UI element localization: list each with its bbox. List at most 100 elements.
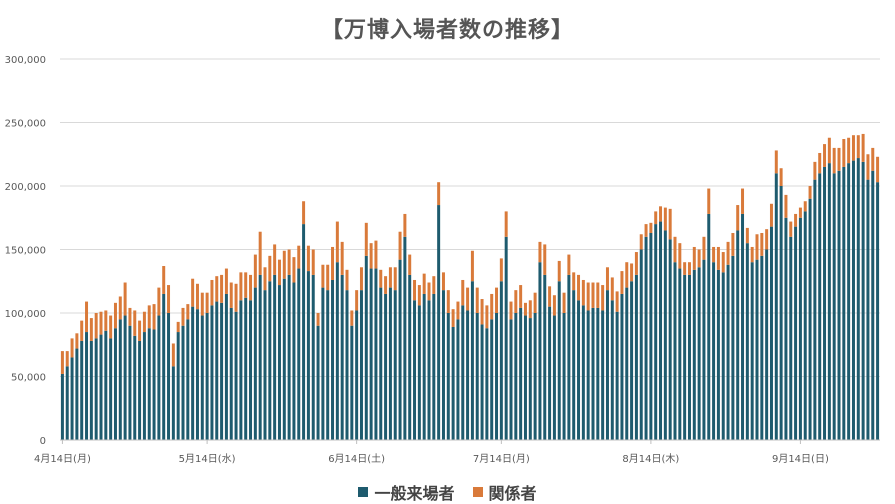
- bar-general: [152, 329, 156, 440]
- bar-general: [552, 315, 556, 440]
- bar-general: [359, 290, 363, 440]
- bar-staff: [388, 267, 392, 288]
- bar-staff: [167, 285, 171, 313]
- bar-general: [239, 300, 243, 440]
- bar-general: [393, 290, 397, 440]
- bar-staff: [340, 241, 344, 275]
- bar-staff: [707, 188, 711, 214]
- bar-staff: [273, 244, 277, 275]
- bar-general: [94, 338, 98, 440]
- bar-staff: [668, 208, 672, 240]
- bar-staff: [263, 267, 267, 291]
- bar-general: [639, 249, 643, 440]
- bar-staff: [253, 254, 257, 288]
- bar-staff: [509, 301, 513, 320]
- bar-general: [726, 264, 730, 440]
- bar-general: [837, 170, 841, 440]
- bar-staff: [490, 293, 494, 320]
- bar-general: [634, 274, 638, 440]
- bar-general: [721, 272, 725, 440]
- bar-staff: [721, 252, 725, 273]
- bar-staff: [75, 333, 79, 349]
- bar-staff: [258, 231, 262, 275]
- bar-staff: [702, 236, 706, 260]
- bar-general: [427, 300, 431, 440]
- bar-general: [441, 290, 445, 440]
- bar-general: [808, 198, 812, 440]
- legend: 一般来場者 関係者: [0, 480, 895, 504]
- bar-staff: [191, 278, 195, 307]
- bar-general: [65, 366, 69, 440]
- y-tick-label: 200,000: [5, 182, 46, 193]
- bar-staff: [302, 201, 306, 225]
- bar-staff: [818, 152, 822, 174]
- bar-staff: [794, 213, 798, 227]
- bar-staff: [99, 311, 103, 335]
- bar-general: [707, 213, 711, 440]
- bar-staff: [683, 262, 687, 275]
- bar-staff: [475, 287, 479, 313]
- bars: [60, 133, 880, 441]
- bar-general: [195, 309, 199, 440]
- bar-general: [321, 287, 325, 440]
- bar-general: [475, 313, 479, 440]
- bar-general: [398, 259, 402, 440]
- bar-general: [113, 328, 117, 440]
- bar-staff: [538, 241, 542, 263]
- bar-staff: [123, 282, 127, 316]
- bar-staff: [70, 338, 74, 358]
- bar-staff: [731, 232, 735, 256]
- bar-staff: [80, 320, 84, 341]
- bar-general: [504, 236, 508, 440]
- bar-staff: [755, 234, 759, 260]
- bar-staff: [162, 266, 166, 294]
- bar-general: [60, 373, 64, 440]
- bar-general: [470, 281, 474, 440]
- bar-staff: [808, 186, 812, 199]
- bar-staff: [157, 287, 161, 316]
- bar-staff: [644, 224, 648, 237]
- bar-general: [446, 313, 450, 440]
- bar-staff: [827, 137, 831, 164]
- bar-general: [765, 249, 769, 440]
- legend-swatch-staff: [472, 487, 483, 497]
- bar-staff: [210, 279, 214, 306]
- bar-general: [586, 310, 590, 440]
- bar-general: [292, 282, 296, 440]
- bar-staff: [523, 302, 527, 316]
- bar-staff: [244, 272, 248, 298]
- bar-general: [456, 319, 460, 440]
- bar-general: [210, 305, 214, 440]
- bar-general: [162, 293, 166, 440]
- bar-general: [827, 163, 831, 440]
- bar-staff: [741, 188, 745, 214]
- bar-staff: [437, 182, 441, 206]
- bar-staff: [654, 211, 658, 225]
- bar-staff: [639, 234, 643, 250]
- bar-staff: [470, 250, 474, 282]
- bar-general: [89, 340, 93, 440]
- bar-staff: [345, 269, 349, 291]
- bar-general: [572, 290, 576, 440]
- bar-general: [229, 307, 233, 440]
- bar-staff: [760, 232, 764, 256]
- bar-staff: [630, 263, 634, 282]
- bar-general: [302, 224, 306, 440]
- bar-general: [596, 307, 600, 440]
- bar-general: [437, 205, 441, 440]
- legend-label-staff: 関係者: [488, 484, 537, 503]
- bar-general: [118, 319, 122, 440]
- bar-general: [277, 285, 281, 440]
- bar-staff: [798, 207, 802, 218]
- bar-general: [495, 313, 499, 440]
- bar-general: [789, 236, 793, 440]
- bar-staff: [716, 246, 720, 270]
- bar-staff: [577, 274, 581, 301]
- bar-general: [692, 269, 696, 440]
- bar-general: [760, 255, 764, 440]
- bar-staff: [403, 213, 407, 237]
- bar-general: [798, 217, 802, 440]
- bar-general: [369, 268, 373, 440]
- bar-staff: [610, 277, 614, 301]
- bar-general: [562, 313, 566, 440]
